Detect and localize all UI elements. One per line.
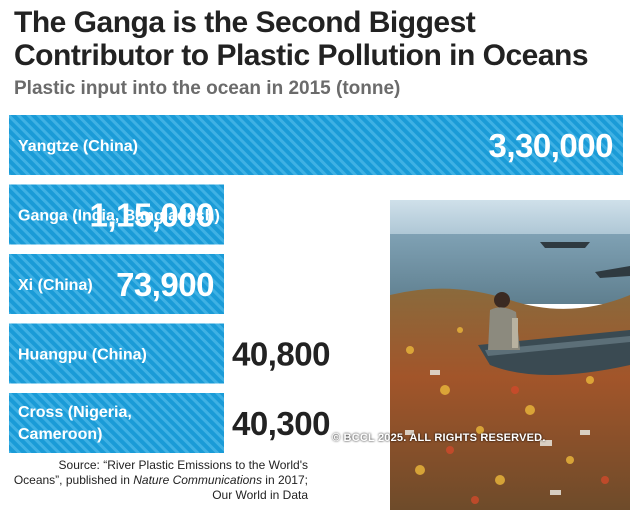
copyright-notice: © BCCL 2025. ALL RIGHTS RESERVED.	[332, 432, 546, 444]
river-photo-illustration	[390, 200, 630, 510]
bars-group: Yangtze (China) 3,30,000 Ganga (India, Ban…	[9, 115, 623, 453]
source-note: Source: “River Plastic Emissions to the …	[8, 458, 308, 503]
chart-subtitle: Plastic input into the ocean in 2015 (to…	[14, 78, 401, 99]
value-label-1: 1,15,000	[90, 197, 214, 234]
category-label-0: Yangtze (China)	[18, 138, 138, 155]
value-label-3: 40,800	[232, 336, 330, 373]
bar-0	[9, 115, 623, 175]
category-label-1: Ganga (India, Bangladesh)	[18, 208, 220, 225]
category-label-4: Cross (Nigeria, Cameroon)	[18, 404, 132, 443]
bar-4	[9, 393, 224, 453]
category-label-2: Xi (China)	[18, 277, 93, 294]
source-suffix: in 2017; Our World in Data	[212, 473, 308, 502]
category-label-3: Huangpu (China)	[18, 347, 147, 364]
value-label-0: 3,30,000	[489, 127, 613, 164]
river-photo	[390, 200, 630, 510]
source-journal: Nature Communications	[133, 473, 262, 487]
bar-2	[9, 254, 224, 314]
source-prefix: Source: “River Plastic Emissions to the …	[13, 458, 308, 487]
value-label-4: 40,300	[232, 405, 330, 442]
value-label-2: 73,900	[116, 266, 214, 303]
chart-title: The Ganga is the Second Biggest Contribu…	[14, 6, 589, 72]
bar-1	[9, 184, 224, 245]
bar-3	[9, 323, 224, 384]
